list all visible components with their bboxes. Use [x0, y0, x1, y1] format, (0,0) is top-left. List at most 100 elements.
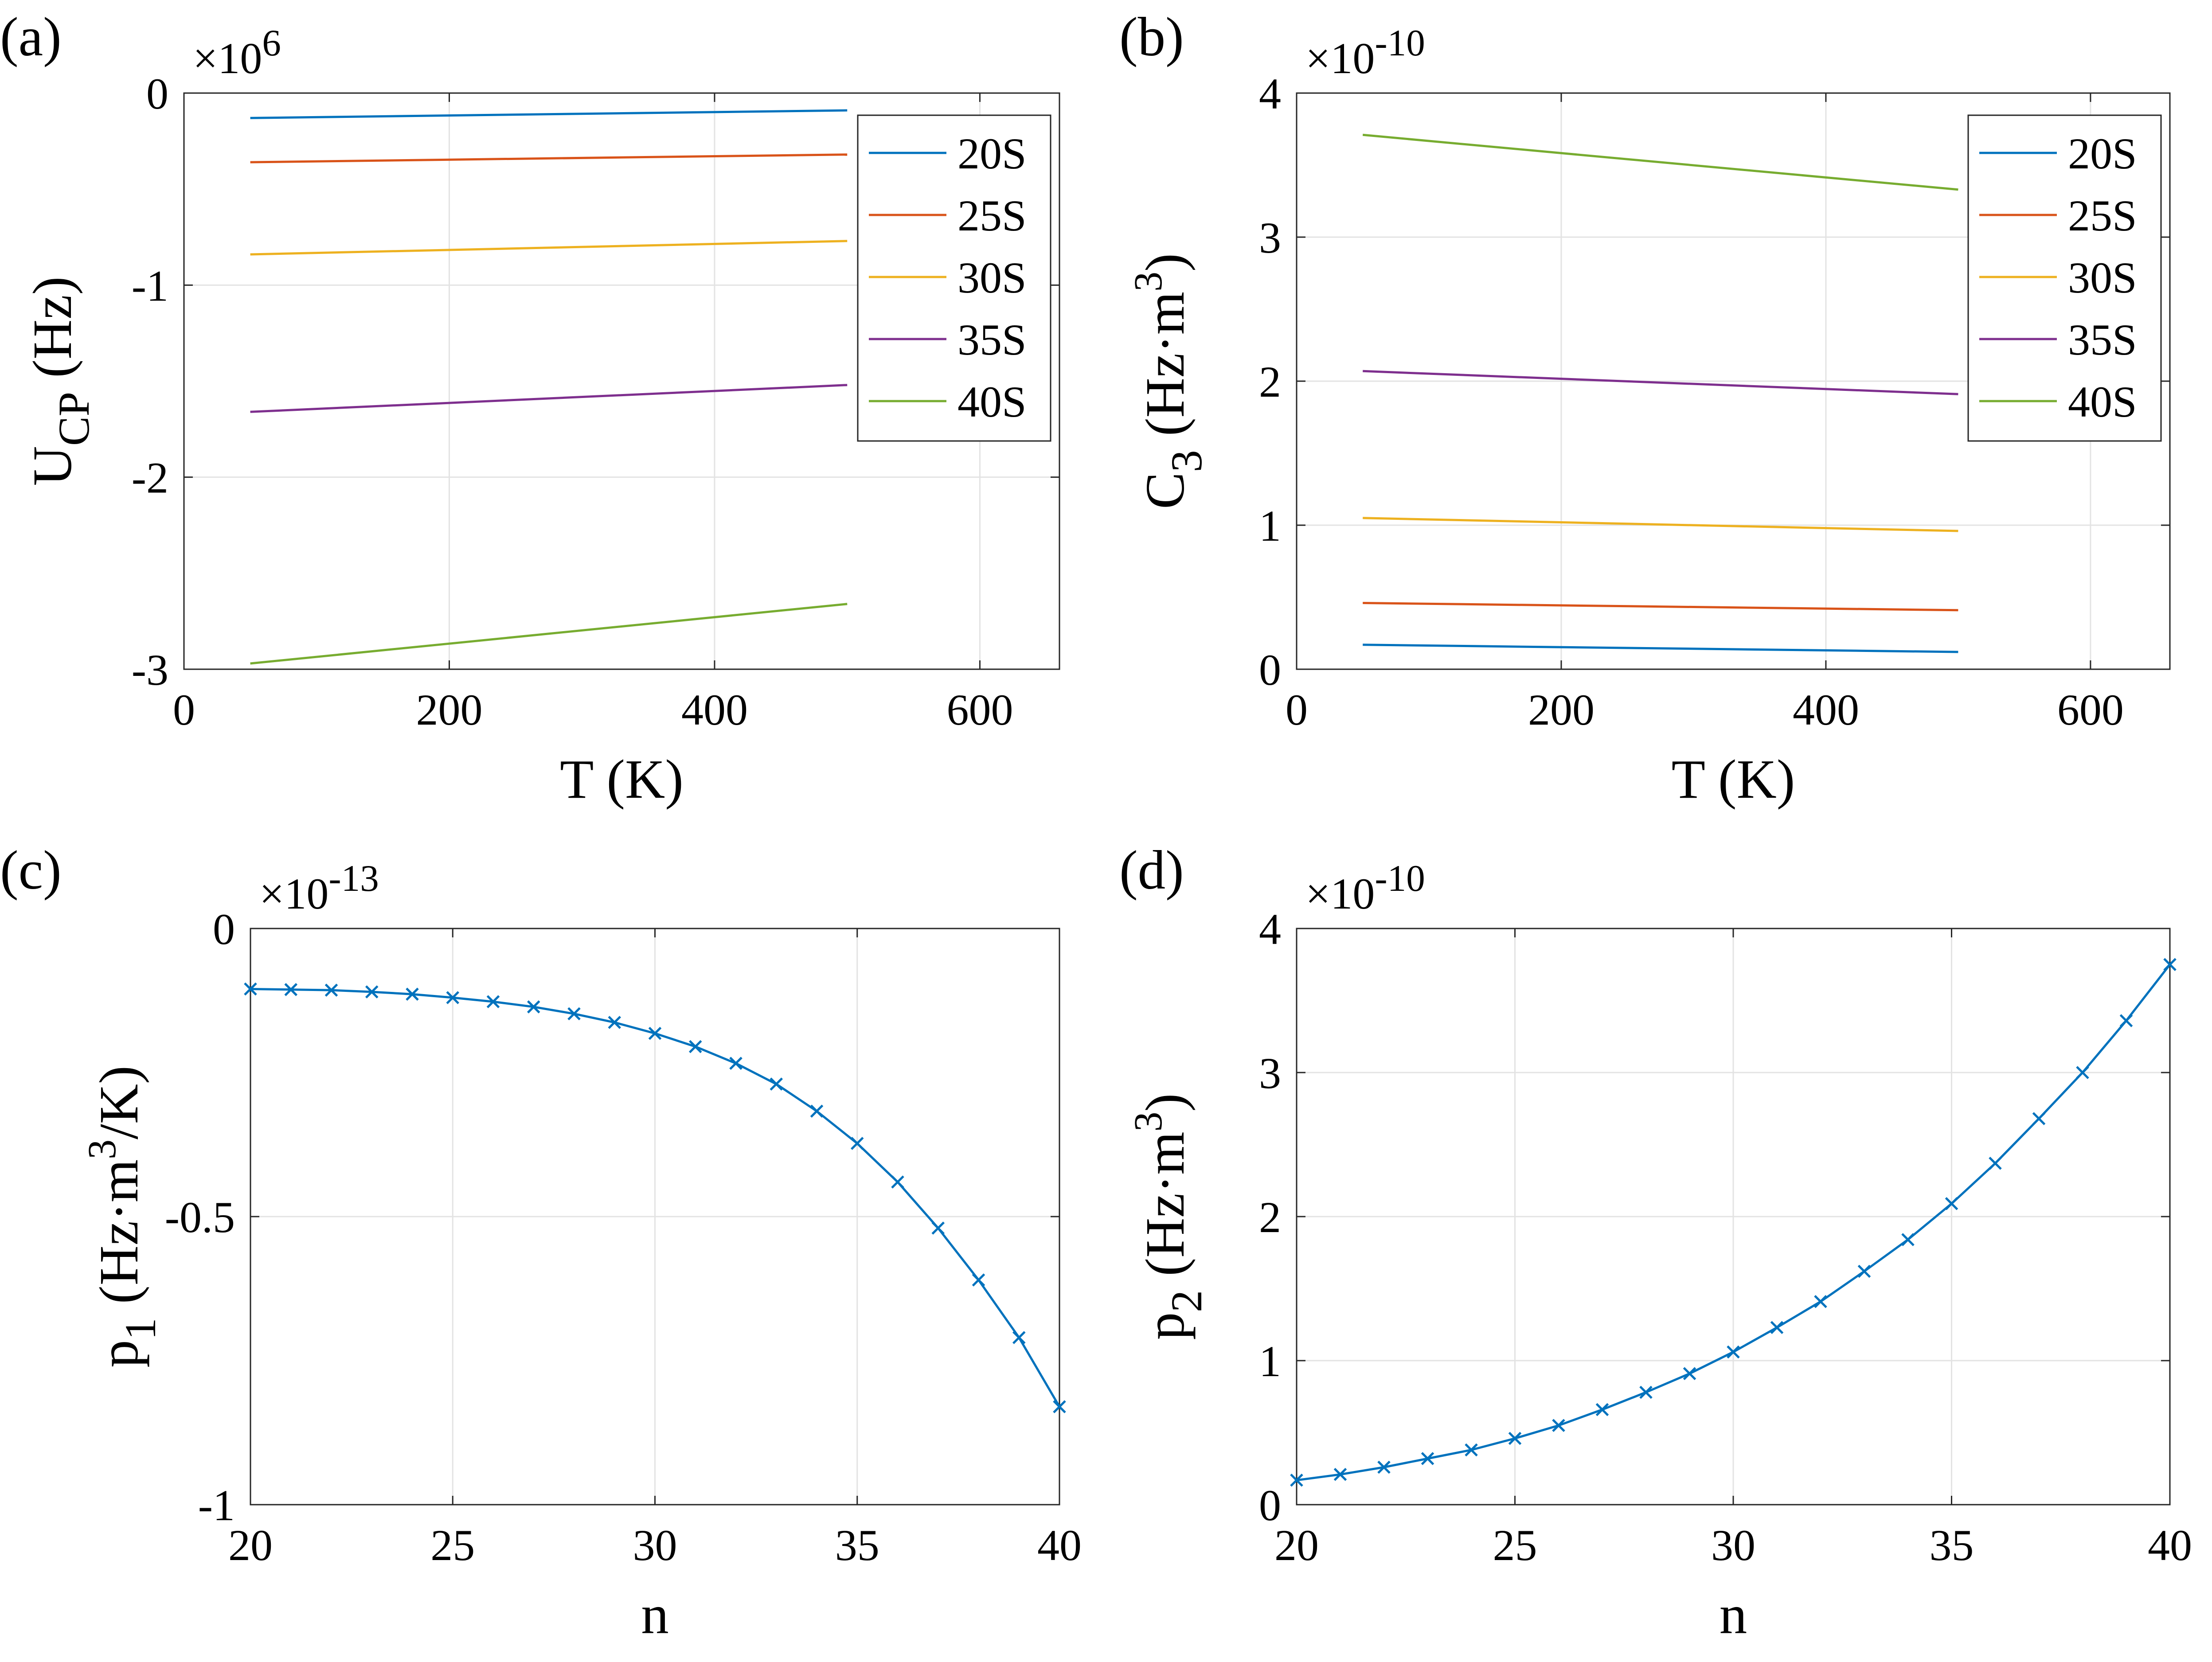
- data-point-marker: [648, 1026, 662, 1040]
- marker-stroke: [365, 985, 379, 999]
- x-tick-label: 0: [1286, 685, 1308, 734]
- series-line-30S: [1363, 517, 1958, 532]
- marker-stroke: [1901, 1233, 1915, 1246]
- x-tick-label: 40: [1037, 1521, 1082, 1570]
- data-point-marker: [2076, 1066, 2089, 1079]
- x-tick-label: 30: [633, 1521, 677, 1570]
- y-label-unit: (Hz): [22, 277, 83, 392]
- x-axis-label: n: [1720, 1584, 1747, 1646]
- y-label-sub: 2: [1162, 1290, 1211, 1312]
- data-point-marker: [1290, 1473, 1303, 1487]
- y-label-sub: 3: [1162, 450, 1211, 472]
- x-tick-label: 20: [1274, 1521, 1319, 1570]
- y-label-close: /K): [89, 1065, 150, 1139]
- marker-stroke: [648, 1026, 662, 1040]
- legend-label-30S: 30S: [957, 253, 1027, 302]
- data-point-marker: [688, 1040, 702, 1053]
- data-point-marker: [244, 982, 257, 996]
- x-tick-label: 200: [1528, 685, 1595, 734]
- marker-stroke: [1465, 1443, 1478, 1457]
- data-point-marker: [891, 1175, 904, 1189]
- marker-stroke: [1595, 1403, 1609, 1416]
- data-point-marker: [1639, 1385, 1653, 1399]
- y-tick-label: 0: [1259, 645, 1281, 694]
- data-point-marker: [1945, 1197, 1958, 1210]
- data-point-marker: [770, 1077, 783, 1091]
- y-label-main: U: [22, 446, 83, 486]
- y-label-close: ): [1135, 1093, 1196, 1112]
- data-point-marker: [1857, 1264, 1871, 1278]
- data-point-marker: [527, 1000, 540, 1014]
- marker-stroke: [770, 1077, 783, 1091]
- x-axis-label: n: [641, 1584, 669, 1646]
- exponent-label: ×10-10: [1305, 22, 1425, 83]
- y-label-sup: 3: [1126, 272, 1170, 292]
- marker-stroke: [1814, 1295, 1827, 1308]
- x-tick-label: 40: [2148, 1521, 2192, 1570]
- y-tick-label: 4: [1259, 69, 1281, 118]
- data-point-marker: [1770, 1321, 1784, 1334]
- marker-stroke: [1989, 1156, 2002, 1170]
- panel-label: (b): [1119, 7, 1184, 68]
- y-tick-label: 1: [1259, 1337, 1281, 1386]
- legend-label-40S: 40S: [2068, 377, 2137, 426]
- legend-label-25S: 25S: [957, 191, 1027, 240]
- marker-stroke: [1857, 1264, 1871, 1278]
- x-tick-label: 600: [946, 685, 1013, 734]
- marker-stroke: [2119, 1014, 2133, 1027]
- y-label-unit: (Hz·m: [89, 1159, 150, 1318]
- data-point-marker: [1465, 1443, 1478, 1457]
- exponent-label: ×10-13: [259, 858, 379, 918]
- data-point-marker: [324, 983, 338, 997]
- data-point-marker: [1989, 1156, 2002, 1170]
- data-point-marker: [2163, 958, 2177, 971]
- legend-label-20S: 20S: [2068, 129, 2137, 178]
- y-label-main: C: [1135, 472, 1196, 509]
- data-point-marker: [1053, 1400, 1066, 1413]
- data-point-marker: [1727, 1345, 1740, 1359]
- y-tick-label: 3: [1259, 1049, 1281, 1098]
- series-line-35S: [1363, 370, 1958, 395]
- exponent-value: -10: [1375, 22, 1425, 64]
- y-axis-label: UCP (Hz): [22, 277, 98, 486]
- y-tick-label: 0: [213, 905, 235, 954]
- series-line-40S: [1362, 133, 1958, 191]
- series-line-40S: [250, 603, 848, 665]
- marker-stroke: [244, 982, 257, 996]
- data-point-marker: [1552, 1419, 1565, 1432]
- y-label-sup: 3: [80, 1139, 124, 1159]
- panel-label: (a): [0, 7, 62, 68]
- y-axis-label: p1 (Hz·m3/K): [80, 1065, 165, 1368]
- data-point-marker: [1814, 1295, 1827, 1308]
- panel-label: (c): [0, 840, 62, 901]
- y-label-sub: CP: [49, 392, 98, 446]
- y-tick-label: 2: [1259, 357, 1281, 406]
- y-tick-label: -1: [132, 261, 168, 310]
- exponent-value: -10: [1375, 858, 1425, 899]
- data-point-marker: [1012, 1331, 1026, 1344]
- legend-label-35S: 35S: [2068, 315, 2137, 364]
- marker-stroke: [1012, 1331, 1026, 1344]
- marker-stroke: [1333, 1467, 1347, 1481]
- marker-stroke: [324, 983, 338, 997]
- y-tick-label: 4: [1259, 905, 1281, 954]
- panel-label: (d): [1119, 840, 1184, 901]
- marker-stroke: [1945, 1197, 1958, 1210]
- data-point-marker: [608, 1016, 621, 1029]
- y-label-unit: (Hz·m: [1135, 1131, 1196, 1290]
- marker-stroke: [972, 1273, 985, 1287]
- legend-label-30S: 30S: [2068, 253, 2137, 302]
- legend-label-35S: 35S: [957, 315, 1027, 364]
- marker-stroke: [1683, 1367, 1696, 1381]
- data-point-marker: [1333, 1467, 1347, 1481]
- y-axis-label: C3 (Hz·m3): [1126, 253, 1211, 509]
- y-label-unit: (Hz·m: [1135, 292, 1196, 450]
- series-line-35S: [250, 384, 848, 413]
- series-line-25S: [1363, 602, 1958, 612]
- marker-stroke: [2163, 958, 2177, 971]
- data-point-marker: [931, 1221, 945, 1235]
- data-point-marker: [406, 987, 419, 1001]
- data-point-marker: [972, 1273, 985, 1287]
